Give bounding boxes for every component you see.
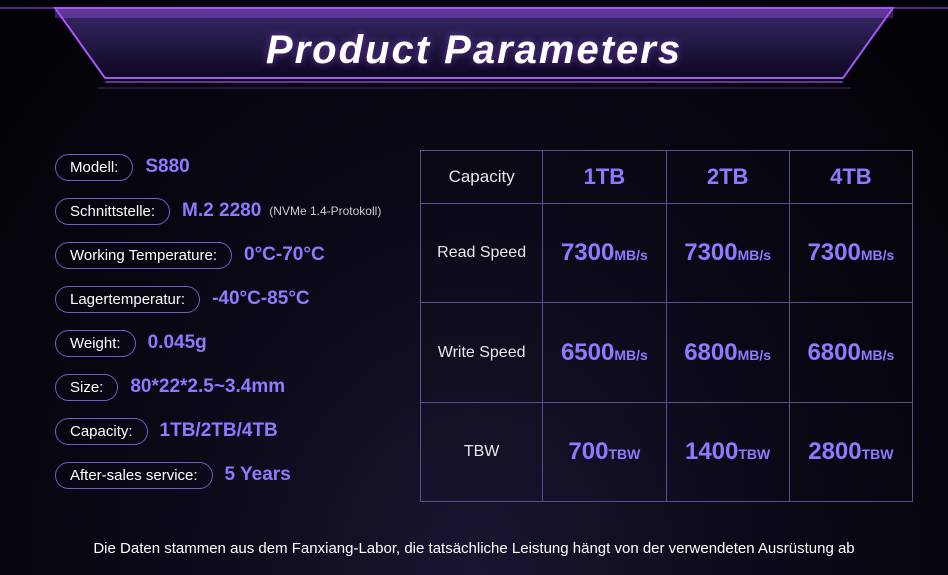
spec-label: Schnittstelle:: [55, 198, 170, 225]
data-cell: 6800MB/s: [789, 303, 912, 402]
spec-row: Schnittstelle: M.2 2280 (NVMe 1.4-Protok…: [55, 194, 395, 228]
cell-value: 6800: [807, 339, 860, 366]
spec-value: S880: [145, 156, 189, 178]
banner: Product Parameters: [0, 0, 948, 100]
spec-value: 0°C-70°C: [244, 244, 325, 266]
spec-label: Modell:: [55, 154, 133, 181]
spec-row: Capacity: 1TB/2TB/4TB: [55, 414, 395, 448]
table-header-row: Capacity 1TB 2TB 4TB: [421, 151, 913, 204]
cell-unit: MB/s: [614, 247, 647, 263]
row-label: Write Speed: [421, 303, 543, 402]
footer-note: Die Daten stammen aus dem Fanxiang-Labor…: [0, 540, 948, 557]
spec-table: Capacity 1TB 2TB 4TB Read Speed 7300MB/s…: [420, 150, 913, 502]
row-label: Read Speed: [421, 204, 543, 303]
spec-note: (NVMe 1.4-Protokoll): [269, 204, 381, 218]
spec-row: Weight: 0.045g: [55, 326, 395, 360]
data-cell: 7300MB/s: [666, 204, 789, 303]
table-row: Read Speed 7300MB/s 7300MB/s 7300MB/s: [421, 204, 913, 303]
data-cell: 2800TBW: [789, 402, 912, 501]
column-header: 4TB: [789, 151, 912, 204]
data-cell: 7300MB/s: [543, 204, 666, 303]
cell-value: 6800: [684, 339, 737, 366]
spec-value: M.2 2280: [182, 200, 261, 222]
cell-value: 700: [568, 438, 608, 465]
cell-unit: MB/s: [738, 347, 771, 363]
spec-value: 80*22*2.5~3.4mm: [130, 376, 285, 398]
spec-label: Capacity:: [55, 418, 148, 445]
capacity-header: Capacity: [421, 151, 543, 204]
cell-unit: MB/s: [614, 347, 647, 363]
spec-value: 0.045g: [148, 332, 207, 354]
spec-row: Size: 80*22*2.5~3.4mm: [55, 370, 395, 404]
page-title: Product Parameters: [266, 28, 682, 73]
data-cell: 6500MB/s: [543, 303, 666, 402]
cell-value: 7300: [561, 239, 614, 266]
cell-unit: TBW: [862, 446, 894, 462]
spec-list: Modell: S880 Schnittstelle: M.2 2280 (NV…: [55, 150, 395, 502]
cell-value: 6500: [561, 339, 614, 366]
spec-label: Lagertemperatur:: [55, 286, 200, 313]
data-cell: 7300MB/s: [789, 204, 912, 303]
table-row: TBW 700TBW 1400TBW 2800TBW: [421, 402, 913, 501]
spec-row: Lagertemperatur: -40°C-85°C: [55, 282, 395, 316]
content-area: Modell: S880 Schnittstelle: M.2 2280 (NV…: [0, 100, 948, 502]
spec-label: Size:: [55, 374, 118, 401]
spec-row: After-sales service: 5 Years: [55, 458, 395, 492]
spec-row: Working Temperature: 0°C-70°C: [55, 238, 395, 272]
cell-value: 7300: [807, 239, 860, 266]
data-cell: 6800MB/s: [666, 303, 789, 402]
cell-value: 2800: [808, 438, 861, 465]
cell-unit: MB/s: [861, 347, 894, 363]
spec-label: Working Temperature:: [55, 242, 232, 269]
spec-row: Modell: S880: [55, 150, 395, 184]
spec-value: 1TB/2TB/4TB: [160, 420, 278, 442]
row-label: TBW: [421, 402, 543, 501]
spec-label: After-sales service:: [55, 462, 213, 489]
cell-unit: MB/s: [738, 247, 771, 263]
cell-unit: TBW: [738, 446, 770, 462]
column-header: 2TB: [666, 151, 789, 204]
table-row: Write Speed 6500MB/s 6800MB/s 6800MB/s: [421, 303, 913, 402]
data-cell: 700TBW: [543, 402, 666, 501]
spec-value: 5 Years: [225, 464, 291, 486]
cell-value: 7300: [684, 239, 737, 266]
cell-unit: TBW: [608, 446, 640, 462]
cell-value: 1400: [685, 438, 738, 465]
spec-label: Weight:: [55, 330, 136, 357]
cell-unit: MB/s: [861, 247, 894, 263]
column-header: 1TB: [543, 151, 666, 204]
data-cell: 1400TBW: [666, 402, 789, 501]
spec-value: -40°C-85°C: [212, 288, 310, 310]
